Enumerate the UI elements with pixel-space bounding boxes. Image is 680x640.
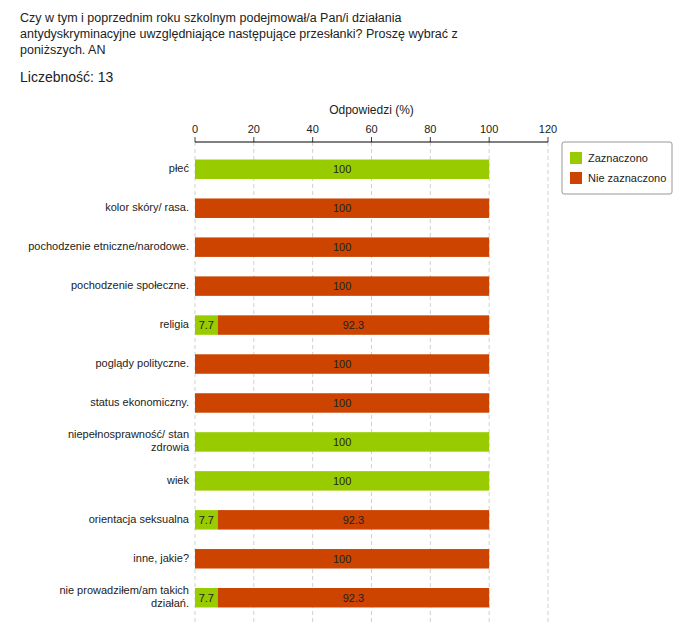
- axis-label: Odpowiedzi (%): [329, 103, 414, 117]
- bar: [195, 588, 218, 607]
- data-label: 100: [333, 202, 351, 214]
- tick-label: 0: [192, 123, 198, 135]
- category-label: inne, jakie?: [133, 552, 189, 564]
- data-label: 7.7: [199, 514, 214, 526]
- category-label: religia: [160, 318, 190, 330]
- bar: [195, 160, 489, 179]
- tick-mark: [430, 137, 431, 142]
- bar: [218, 510, 490, 529]
- tick-label: 80: [424, 123, 436, 135]
- bar: [218, 315, 490, 334]
- grid: [195, 142, 548, 625]
- data-label: 100: [333, 397, 351, 409]
- chart: Czy w tym i poprzednim roku szkolnym pod…: [0, 0, 680, 640]
- tick-mark: [312, 137, 313, 142]
- data-label: 7.7: [199, 592, 214, 604]
- data-label: 100: [333, 280, 351, 292]
- category-label: orientacja seksualna: [89, 513, 190, 525]
- tick-label: 60: [365, 123, 377, 135]
- data-label: 100: [333, 241, 351, 253]
- bar: [195, 354, 489, 373]
- data-label: 100: [333, 475, 351, 487]
- grid-line: [548, 142, 549, 625]
- bar: [195, 198, 489, 217]
- chart-container: Czy w tym i poprzednim roku szkolnym pod…: [0, 0, 680, 640]
- category-label: pochodzenie etniczne/narodowe.: [28, 240, 189, 252]
- bar: [218, 588, 490, 607]
- category-label: pochodzenie społeczne.: [71, 279, 189, 291]
- tick-mark: [548, 137, 549, 142]
- tick-mark: [253, 137, 254, 142]
- bar: [195, 276, 489, 295]
- category-label: nie prowadziłem/am takichdziałań.: [59, 584, 189, 609]
- legend-label: Zaznaczono: [588, 152, 648, 164]
- bar: [195, 549, 489, 568]
- tick-label: 20: [248, 123, 260, 135]
- data-label: 100: [333, 436, 351, 448]
- category-label: niepełnosprawność/ stanzdrowia: [68, 428, 190, 453]
- bar: [195, 432, 489, 451]
- tick-mark: [195, 137, 196, 142]
- legend: Zaznaczono Nie zaznaczono: [562, 142, 672, 194]
- bar: [195, 315, 218, 334]
- tick-label: 40: [307, 123, 319, 135]
- tick-label: 100: [480, 123, 498, 135]
- legend-label: Nie zaznaczono: [588, 172, 666, 184]
- x-axis: 0 20 40 60 80 100 120 Odpowiedzi (%): [192, 103, 557, 142]
- category-label: płeć: [169, 162, 190, 174]
- title: Czy w tym i poprzednim roku szkolnym pod…: [20, 11, 458, 57]
- legend-frame: [562, 142, 672, 194]
- bars: [195, 160, 489, 608]
- category-label: wiek: [166, 474, 190, 486]
- tick-label: 120: [539, 123, 557, 135]
- bar: [195, 510, 218, 529]
- subtitle: Liczebność: 13: [20, 69, 114, 85]
- axis-line: [195, 142, 548, 143]
- bar: [195, 393, 489, 412]
- y-axis: płeć kolor skóry/ rasa. pochodzenie etnicz…: [28, 162, 190, 609]
- bar: [195, 471, 489, 490]
- tick-mark: [371, 137, 372, 142]
- data-label: 100: [333, 358, 351, 370]
- tick-mark: [489, 137, 490, 142]
- legend-swatch: [570, 152, 582, 164]
- data-label: 92.3: [343, 514, 364, 526]
- data-label: 100: [333, 553, 351, 565]
- data-label: 7.7: [199, 319, 214, 331]
- category-label: status ekonomiczny.: [90, 396, 189, 408]
- bar: [195, 237, 489, 256]
- data-label: 92.3: [343, 319, 364, 331]
- legend-swatch: [570, 172, 582, 184]
- category-label: poglądy polityczne.: [95, 357, 189, 369]
- category-label: kolor skóry/ rasa.: [105, 201, 189, 213]
- data-label: 100: [333, 163, 351, 175]
- data-label: 92.3: [343, 592, 364, 604]
- data-labels: 100 7.7 100 100 7.7 7.7 100 100 100 92.3 100 100 92.…: [199, 163, 364, 603]
